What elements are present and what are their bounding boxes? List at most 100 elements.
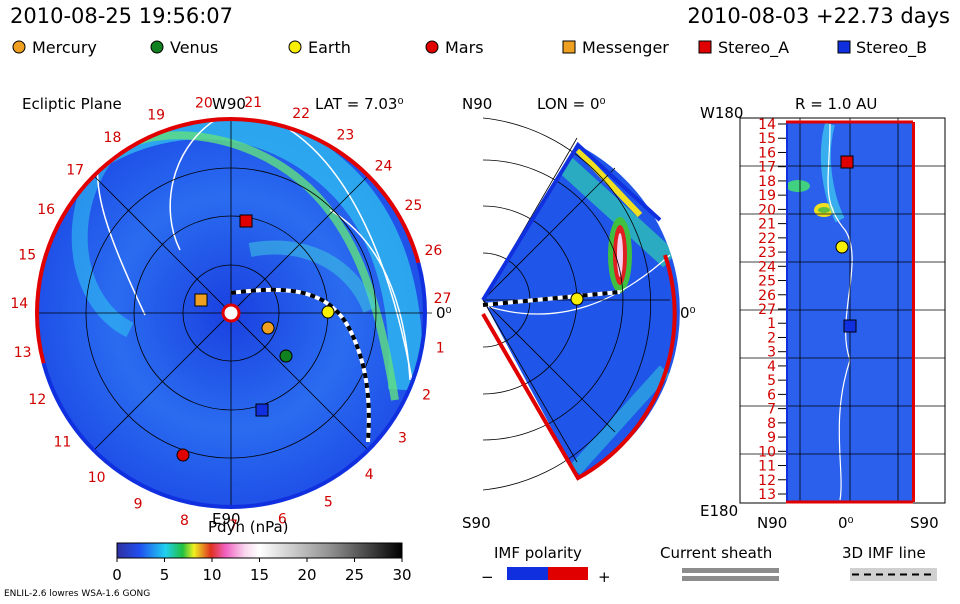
day-label: 7 xyxy=(767,402,776,418)
marker xyxy=(698,40,712,54)
day-label: 10 xyxy=(88,470,106,486)
meridional-panel: N90 LON = 0⁰ 0⁰ S90 xyxy=(462,95,696,532)
polarity-rim xyxy=(35,117,421,364)
time: 2010-08-25 19:56:07 xyxy=(10,4,233,28)
axis-label: E180 xyxy=(700,502,738,520)
axis-label: 0⁰ xyxy=(680,304,696,322)
day-label: 14 xyxy=(10,296,28,312)
key-label: IMF polarity xyxy=(494,544,582,562)
day-label: 19 xyxy=(147,108,165,124)
colorbar-tick-label: 20 xyxy=(297,566,316,584)
stereo-a xyxy=(239,214,253,228)
ecliptic-panel: Ecliptic Plane W90 LAT = 7.03⁰ 0⁰ E90 xyxy=(10,95,452,534)
axis-label: 0⁰ xyxy=(436,304,452,322)
day-label: 2 xyxy=(767,330,776,346)
stereo-b xyxy=(843,319,857,333)
axis-label: W180 xyxy=(700,104,743,122)
key-label: Current sheath xyxy=(660,544,772,562)
day-label: 8 xyxy=(180,513,189,529)
key-label: − xyxy=(481,568,494,586)
day-label: 1 xyxy=(436,340,445,356)
colorbar-tick-label: 10 xyxy=(202,566,221,584)
day-label: 2 xyxy=(422,388,431,404)
density xyxy=(786,122,853,501)
day-label: 1 xyxy=(767,316,776,332)
venus xyxy=(279,349,293,363)
day-label: 18 xyxy=(758,174,776,190)
day-label: 14 xyxy=(758,117,776,133)
messenger xyxy=(194,293,208,307)
day-label: 16 xyxy=(758,145,776,161)
sheath-swatch xyxy=(682,576,779,581)
marker xyxy=(837,40,851,54)
axis-label: S90 xyxy=(462,514,491,532)
legend-label: Messenger xyxy=(582,38,669,57)
colorbar: Pdyn (nPa) 0 5 10 15 20 25 30 xyxy=(112,518,411,584)
polarity-rim xyxy=(481,254,677,481)
day-label: 9 xyxy=(134,497,143,513)
colorbar-tick-label: 25 xyxy=(345,566,364,584)
grid xyxy=(740,118,945,503)
panel-title: R = 1.0 AU xyxy=(795,95,877,113)
day-label: 4 xyxy=(767,359,776,375)
stereo-b xyxy=(255,403,269,417)
day-label: 17 xyxy=(758,160,776,176)
legend-label: Venus xyxy=(170,38,218,57)
marker xyxy=(562,40,576,54)
day-label: 10 xyxy=(758,444,776,460)
day-label: 19 xyxy=(758,188,776,204)
imf-line xyxy=(482,290,621,307)
key: IMF polarity − + Current sheath 3D IMF l… xyxy=(481,544,937,586)
polarity-negative xyxy=(507,567,548,580)
day-label: 13 xyxy=(758,487,776,503)
axis-label: N90 xyxy=(462,95,492,113)
day-label: 27 xyxy=(758,302,776,318)
key-label: 3D IMF line xyxy=(842,544,926,562)
background xyxy=(786,122,913,502)
day-label: 6 xyxy=(278,512,287,528)
day-label: 11 xyxy=(758,459,776,475)
earth xyxy=(570,292,584,306)
stereo-a xyxy=(840,155,854,169)
day-label: 22 xyxy=(292,106,310,122)
day-label: 9 xyxy=(767,430,776,446)
day-label: 26 xyxy=(758,288,776,304)
legend-label: Earth xyxy=(308,38,351,57)
day-label: 12 xyxy=(28,392,46,408)
imf-line xyxy=(230,287,371,443)
day-label: 3 xyxy=(398,431,407,447)
polarity-rim xyxy=(41,262,427,509)
marker xyxy=(150,40,164,54)
day-label: 11 xyxy=(54,435,72,451)
key-label: + xyxy=(598,568,611,586)
day-label: 21 xyxy=(244,95,262,111)
legend-label: Stereo_A xyxy=(718,38,789,58)
axis-label: W90 xyxy=(212,95,246,113)
marker xyxy=(425,40,439,54)
day-label: 6 xyxy=(767,387,776,403)
run-time: 2010-08-03 +22.73 days xyxy=(687,4,950,28)
day-label: 23 xyxy=(337,128,355,144)
day-label: 17 xyxy=(66,162,84,178)
sheath-swatch xyxy=(682,568,779,573)
axis-label: S90 xyxy=(910,514,939,532)
day-label: 5 xyxy=(767,373,776,389)
day-label: 15 xyxy=(18,248,36,264)
day-label: 5 xyxy=(324,494,333,510)
legend-label: Mars xyxy=(445,38,484,57)
axis-label: E90 xyxy=(212,510,241,528)
colorbar-tick-label: 0 xyxy=(112,566,122,584)
earth xyxy=(835,240,849,254)
day-label: 20 xyxy=(758,202,776,218)
radial-panel: R = 1.0 AU W180 E180 N90 0⁰ S90 14151617… xyxy=(700,95,946,532)
legend-label: Stereo_B xyxy=(856,38,927,58)
mars xyxy=(176,448,190,462)
day-label: 23 xyxy=(758,245,776,261)
earth xyxy=(321,305,335,319)
marker xyxy=(12,40,26,54)
day-label: 22 xyxy=(758,231,776,247)
sun xyxy=(221,303,241,323)
day-label: 18 xyxy=(104,130,122,146)
latitude: LAT = 7.03⁰ xyxy=(315,95,403,113)
